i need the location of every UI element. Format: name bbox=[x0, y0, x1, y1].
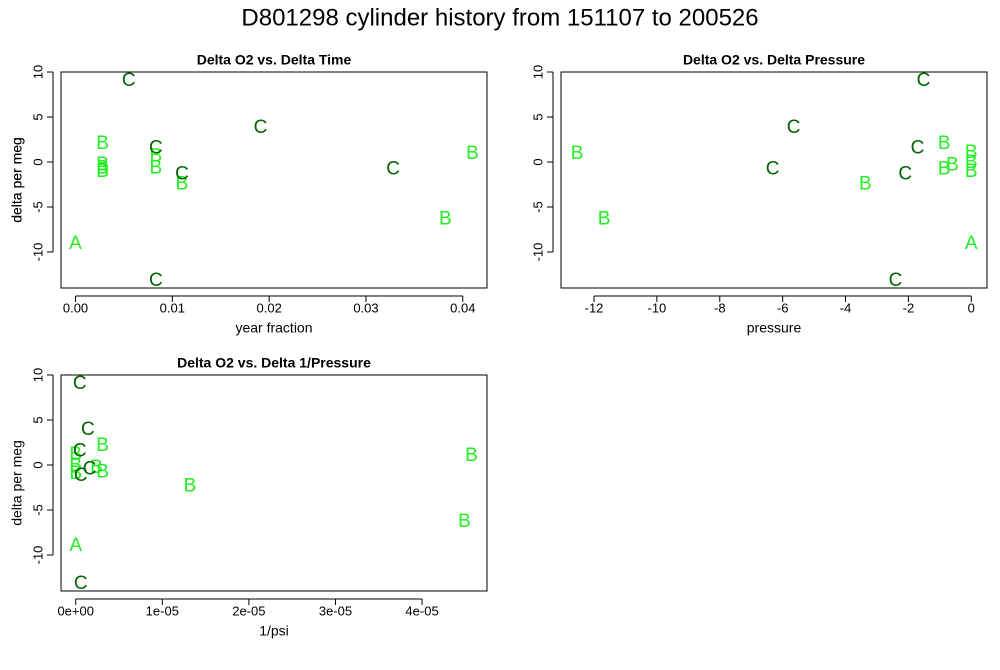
point-letter: C bbox=[175, 164, 189, 185]
x-axis-label: 1/psi bbox=[259, 623, 289, 639]
point-letter: B bbox=[69, 463, 82, 484]
point-letter: C bbox=[254, 117, 268, 138]
point-letter: B bbox=[96, 133, 109, 154]
point-letter: B bbox=[96, 435, 109, 456]
x-tick-label: 2e-05 bbox=[232, 603, 265, 618]
y-tick-label: 0 bbox=[30, 158, 45, 165]
x-tick-label: -6 bbox=[777, 300, 789, 315]
panel: Delta O2 vs. Delta Pressure pressure delta… bbox=[9, 52, 988, 336]
point-letter: A bbox=[965, 233, 978, 254]
panel-title: Delta O2 vs. Delta 1/Pressure bbox=[177, 355, 371, 371]
point-letter: C bbox=[73, 441, 87, 462]
point-letter: C bbox=[889, 270, 903, 291]
point-letter: C bbox=[74, 573, 88, 594]
y-tick-label: -10 bbox=[530, 243, 545, 262]
y-axis-label: delta per meg bbox=[9, 137, 25, 223]
y-tick-label: 0 bbox=[30, 461, 45, 468]
point-letter: B bbox=[96, 157, 109, 178]
y-tick-label: 0 bbox=[530, 158, 545, 165]
point-letter: B bbox=[965, 142, 978, 163]
plot-frame bbox=[60, 71, 488, 289]
point-letter: B bbox=[69, 444, 82, 465]
point-letter: C bbox=[898, 164, 912, 185]
plot-frame bbox=[60, 374, 488, 592]
y-tick-label: -10 bbox=[30, 546, 45, 565]
point-letter: B bbox=[96, 461, 109, 482]
y-tick-label: 5 bbox=[30, 113, 45, 120]
y-tick-label: -5 bbox=[30, 504, 45, 516]
y-axis-label: delta per meg bbox=[9, 137, 25, 223]
point-letter: B bbox=[466, 143, 479, 164]
point-letter: B bbox=[176, 174, 189, 195]
point-letter: A bbox=[69, 535, 82, 556]
point-letter: C bbox=[149, 270, 163, 291]
y-tick-label: -10 bbox=[30, 243, 45, 262]
x-tick-label: -8 bbox=[714, 300, 726, 315]
y-tick-label: 5 bbox=[530, 113, 545, 120]
x-tick-label: 1e-05 bbox=[146, 603, 179, 618]
point-letter: C bbox=[73, 373, 87, 394]
point-letter: B bbox=[598, 209, 611, 230]
point-letter: B bbox=[965, 152, 978, 173]
point-letter: C bbox=[149, 138, 163, 159]
point-letter: B bbox=[859, 174, 872, 195]
point-letter: A bbox=[69, 233, 82, 254]
panel-title: Delta O2 vs. Delta Time bbox=[197, 52, 352, 68]
plot-frame bbox=[560, 71, 988, 289]
point-letter: B bbox=[465, 445, 478, 466]
y-tick-label: 10 bbox=[30, 65, 45, 79]
point-letter: B bbox=[184, 476, 197, 497]
x-tick-label: 0 bbox=[968, 300, 975, 315]
point-letter: B bbox=[90, 457, 103, 478]
point-letter: C bbox=[787, 117, 801, 138]
point-letter: B bbox=[96, 161, 109, 182]
x-tick-label: 3e-05 bbox=[319, 603, 352, 618]
point-letter: B bbox=[946, 155, 959, 176]
panel: Delta O2 vs. Delta 1/Pressure 1/psi delta … bbox=[9, 355, 488, 639]
x-tick-label: 4e-05 bbox=[405, 603, 438, 618]
point-letter: B bbox=[571, 143, 584, 164]
x-tick-label: 0.00 bbox=[63, 300, 88, 315]
y-tick-label: 10 bbox=[530, 65, 545, 79]
y-tick-label: 10 bbox=[30, 368, 45, 382]
x-tick-label: 0e+00 bbox=[57, 603, 94, 618]
x-tick-label: -12 bbox=[585, 300, 604, 315]
point-letter: B bbox=[458, 511, 471, 532]
x-axis-label: pressure bbox=[747, 320, 802, 336]
point-letter: B bbox=[938, 133, 951, 154]
x-tick-label: 0.01 bbox=[160, 300, 185, 315]
point-letter: C bbox=[386, 158, 400, 179]
point-letter: C bbox=[911, 138, 925, 159]
x-tick-label: -10 bbox=[647, 300, 666, 315]
x-axis-label: year fraction bbox=[235, 320, 312, 336]
point-letter: C bbox=[83, 459, 97, 480]
x-tick-label: -2 bbox=[903, 300, 915, 315]
point-letter: B bbox=[69, 455, 82, 476]
point-letter: B bbox=[965, 161, 978, 182]
point-letter: B bbox=[96, 154, 109, 175]
x-tick-label: 0.03 bbox=[353, 300, 378, 315]
y-tick-label: -5 bbox=[30, 201, 45, 213]
point-letter: B bbox=[938, 158, 951, 179]
point-letter: C bbox=[81, 419, 95, 440]
point-letter: B bbox=[150, 157, 163, 178]
y-tick-label: -5 bbox=[530, 201, 545, 213]
panel: Delta O2 vs. Delta Time year fraction delt… bbox=[9, 52, 488, 336]
point-letter: B bbox=[439, 209, 452, 230]
point-letter: B bbox=[150, 146, 163, 167]
x-tick-label: 0.04 bbox=[450, 300, 475, 315]
x-tick-label: 0.02 bbox=[257, 300, 282, 315]
point-letter: C bbox=[122, 70, 136, 91]
panel-title: Delta O2 vs. Delta Pressure bbox=[683, 52, 865, 68]
point-letter: C bbox=[74, 465, 88, 486]
x-tick-label: -4 bbox=[840, 300, 852, 315]
main-title: D801298 cylinder history from 151107 to … bbox=[241, 4, 758, 31]
point-letter: C bbox=[917, 70, 931, 91]
point-letter: C bbox=[766, 158, 780, 179]
y-tick-label: 5 bbox=[30, 416, 45, 423]
y-axis-label: delta per meg bbox=[9, 440, 25, 526]
